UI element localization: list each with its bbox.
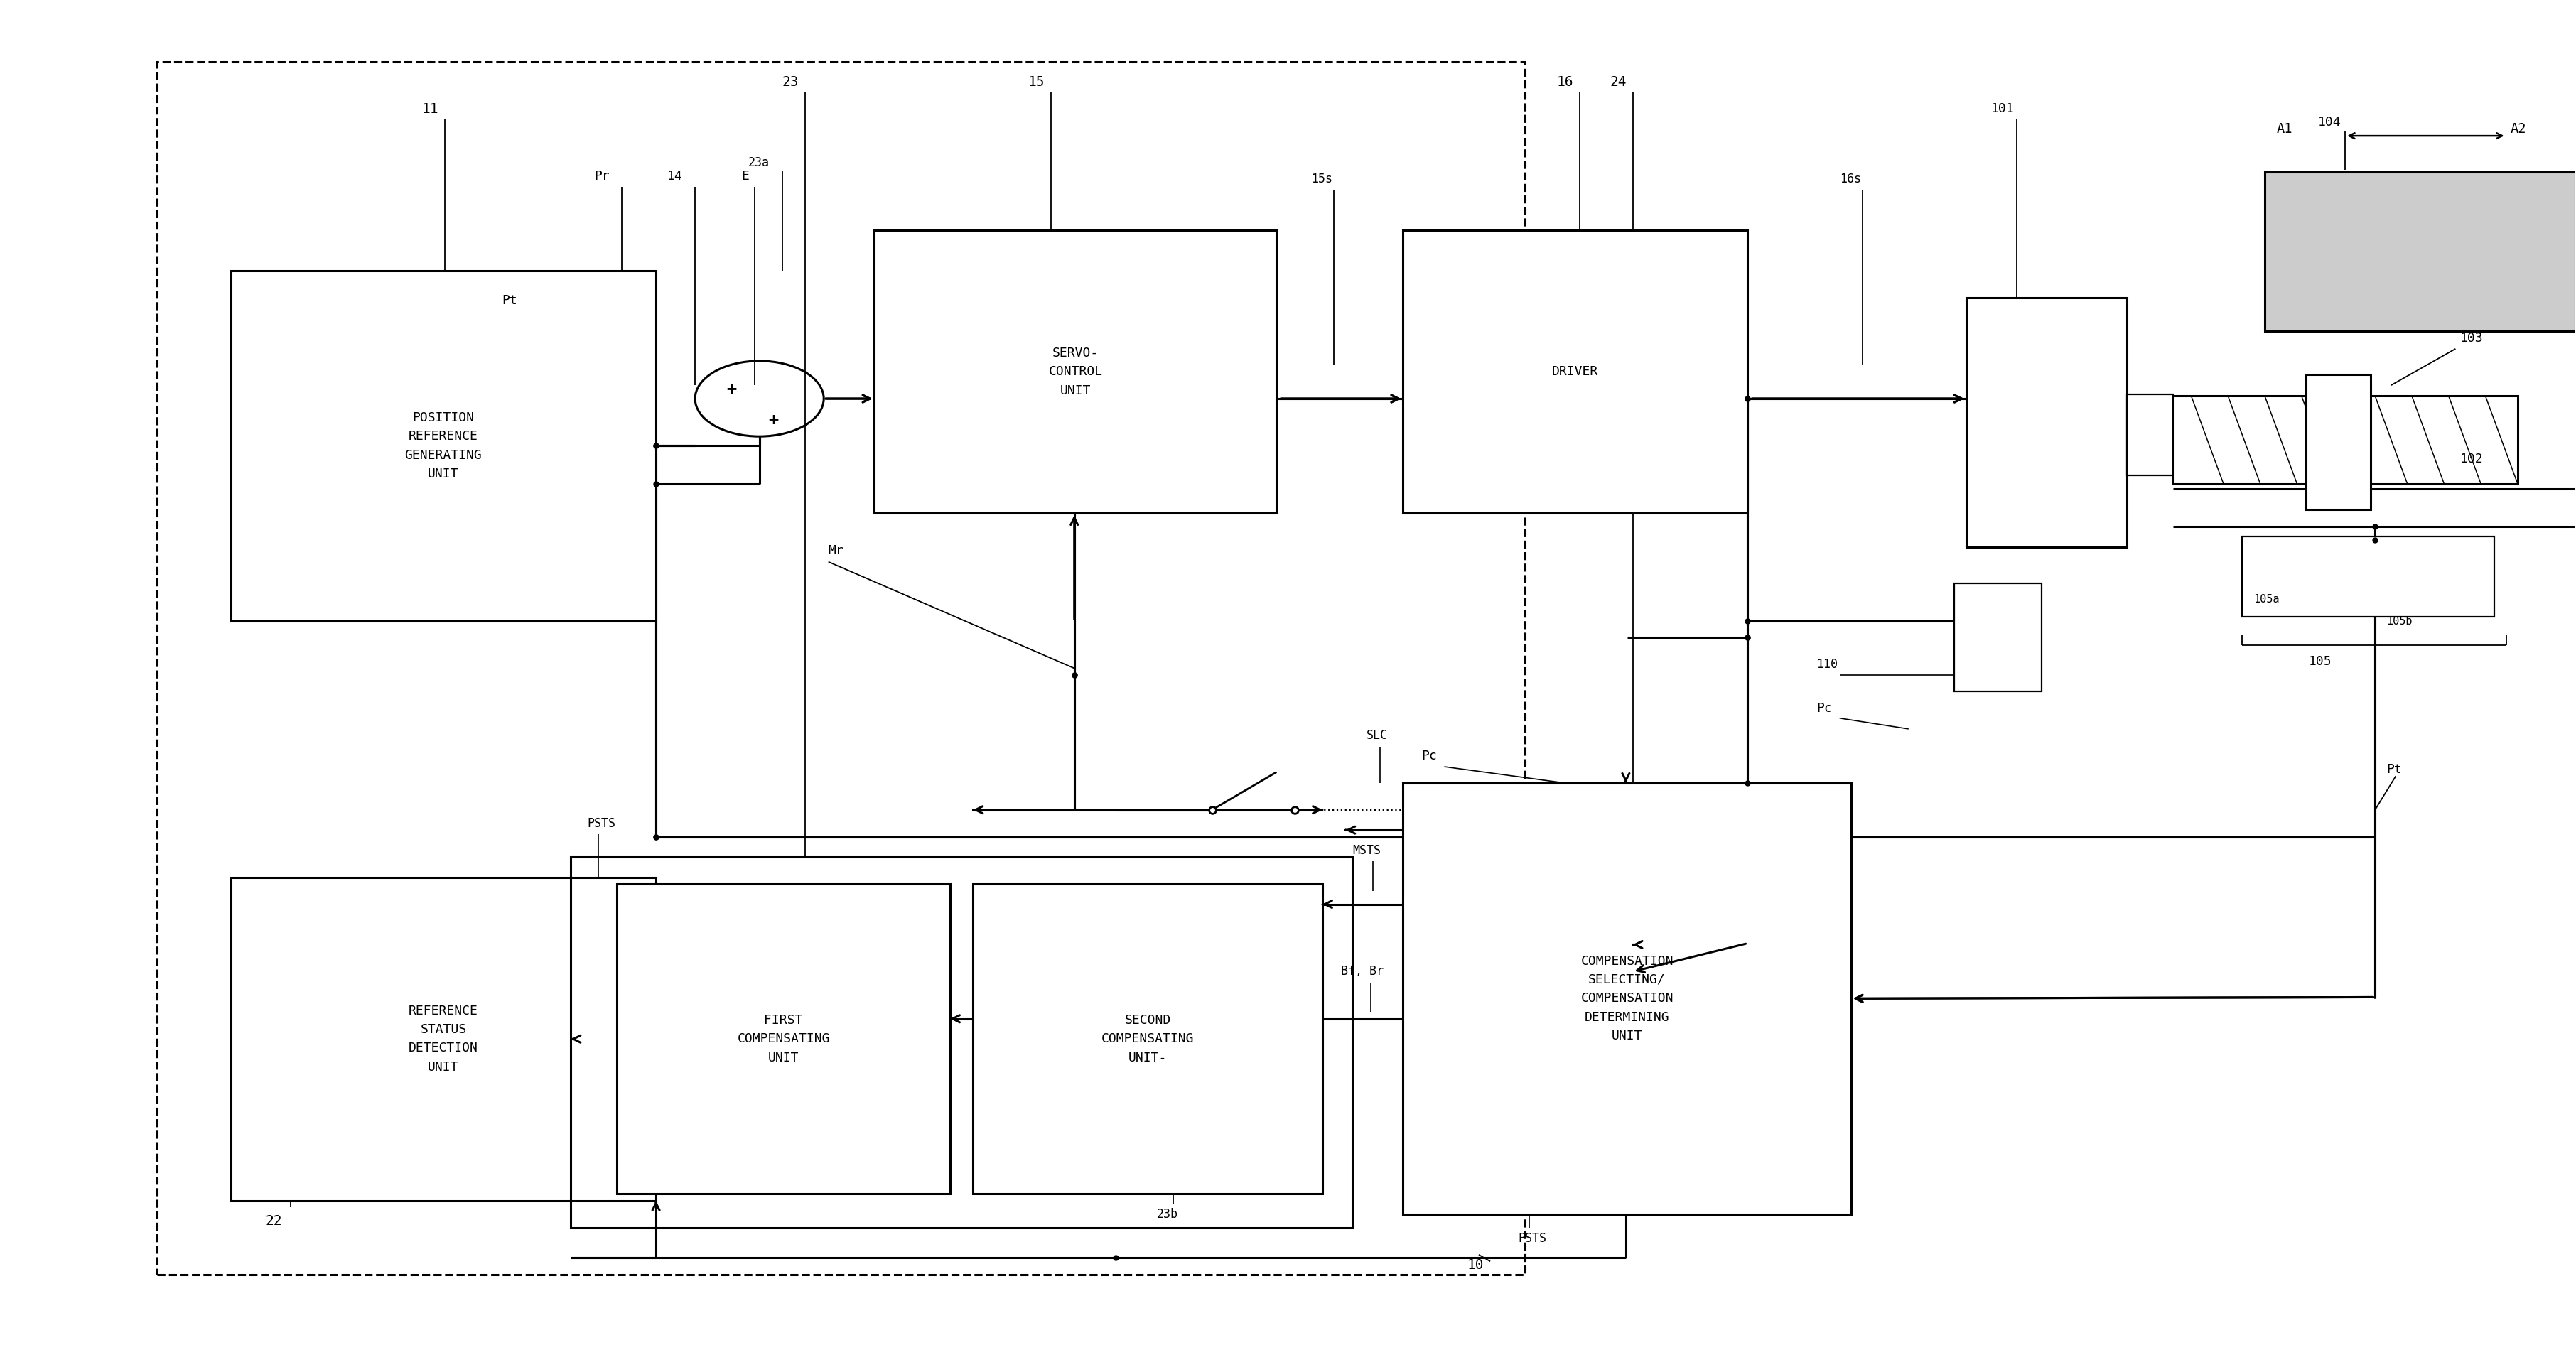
Bar <box>232 878 657 1200</box>
Bar <box>157 62 1525 1274</box>
Bar <box>2306 374 2370 509</box>
Bar <box>1404 783 1852 1214</box>
Bar <box>974 884 1321 1193</box>
Text: 23a: 23a <box>747 157 770 169</box>
Bar <box>1965 297 2128 547</box>
Bar <box>232 270 657 621</box>
Bar <box>2264 173 2576 331</box>
Text: 101: 101 <box>1991 103 2014 115</box>
Text: E: E <box>742 170 750 182</box>
Text: 105: 105 <box>2308 655 2331 668</box>
Text: DRIVER: DRIVER <box>1553 366 1600 378</box>
Text: MSTS: MSTS <box>1352 844 1381 857</box>
Text: Pr: Pr <box>595 170 611 182</box>
Text: Bf, Br: Bf, Br <box>1342 965 1383 977</box>
Text: 16s: 16s <box>1839 173 1860 185</box>
Bar <box>873 230 1278 513</box>
Text: 23: 23 <box>783 76 799 89</box>
Text: 15s: 15s <box>1311 173 1332 185</box>
Text: SECOND
COMPENSATING
UNIT-: SECOND COMPENSATING UNIT- <box>1103 1014 1195 1064</box>
Text: COMPENSATION
SELECTING/
COMPENSATION
DETERMINING
UNIT: COMPENSATION SELECTING/ COMPENSATION DET… <box>1582 954 1674 1042</box>
Text: 105b: 105b <box>2385 616 2414 626</box>
Text: +: + <box>768 412 778 429</box>
Bar <box>2128 394 2172 475</box>
Text: 105a: 105a <box>2254 594 2280 605</box>
Text: A2: A2 <box>2512 123 2527 136</box>
Text: PSTS: PSTS <box>587 817 616 830</box>
Text: 102: 102 <box>2460 452 2483 466</box>
Text: 10: 10 <box>1468 1258 1484 1272</box>
Text: Pt: Pt <box>502 294 518 306</box>
Bar <box>572 857 1352 1227</box>
Text: Pt: Pt <box>2385 763 2401 776</box>
Text: 104: 104 <box>2318 116 2342 128</box>
Text: REFERENCE
STATUS
DETECTION
UNIT: REFERENCE STATUS DETECTION UNIT <box>410 1004 479 1073</box>
Text: 15: 15 <box>1028 76 1046 89</box>
Text: Pc: Pc <box>1422 749 1437 763</box>
Text: A1: A1 <box>2277 123 2293 136</box>
Text: FIRST
COMPENSATING
UNIT: FIRST COMPENSATING UNIT <box>737 1014 829 1064</box>
Text: SLC: SLC <box>1365 729 1388 742</box>
Text: 110: 110 <box>1816 657 1837 671</box>
Text: PSTS: PSTS <box>1517 1233 1546 1245</box>
Text: 16: 16 <box>1556 76 1574 89</box>
Text: 11: 11 <box>422 103 438 116</box>
Text: 23b: 23b <box>1157 1208 1177 1220</box>
Bar <box>2172 396 2517 483</box>
Text: Pc: Pc <box>1816 702 1832 716</box>
Text: +: + <box>726 381 737 398</box>
Text: 14: 14 <box>667 170 683 182</box>
Text: 22: 22 <box>265 1214 281 1227</box>
Text: SERVO-
CONTROL
UNIT: SERVO- CONTROL UNIT <box>1048 347 1103 397</box>
Text: POSITION
REFERENCE
GENERATING
UNIT: POSITION REFERENCE GENERATING UNIT <box>404 412 482 481</box>
Text: 24: 24 <box>1610 76 1625 89</box>
Bar <box>1404 230 1747 513</box>
Bar <box>1955 583 2043 691</box>
Bar <box>2241 536 2494 617</box>
Bar <box>616 884 951 1193</box>
Text: 103: 103 <box>2460 332 2483 344</box>
Text: Mr: Mr <box>829 544 845 558</box>
